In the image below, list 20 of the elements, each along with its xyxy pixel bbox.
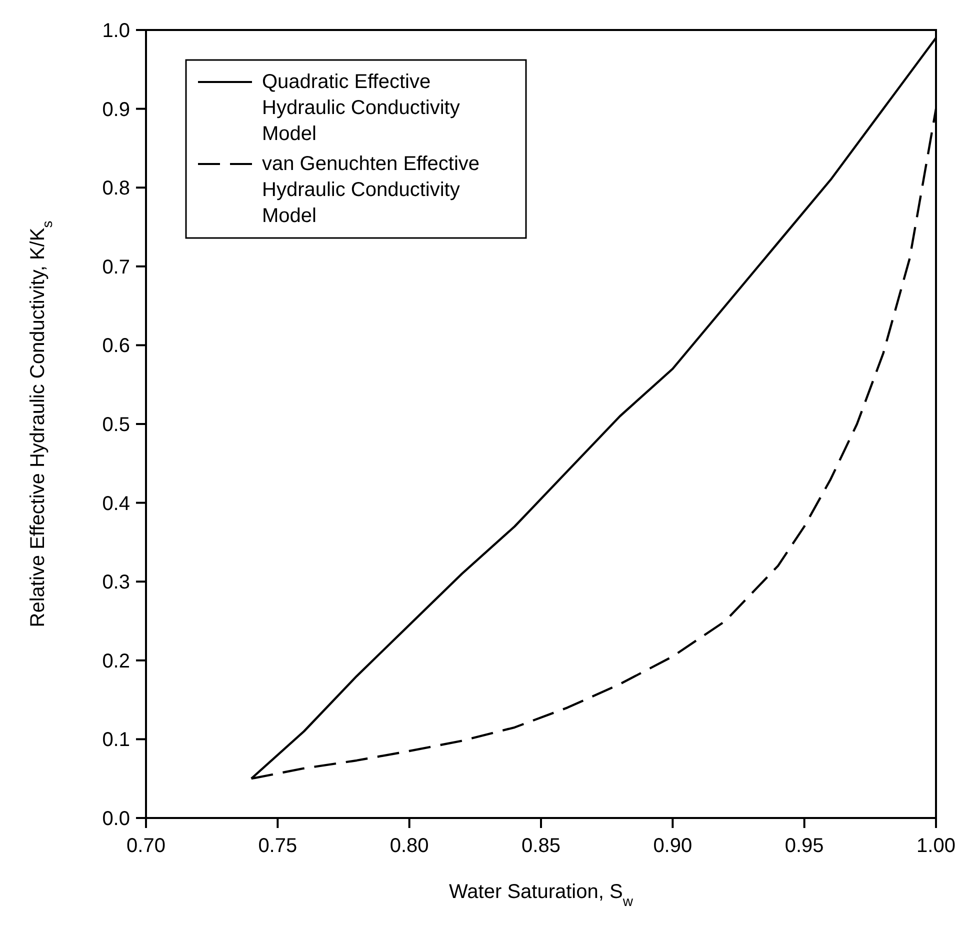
y-tick-label: 0.3 bbox=[102, 572, 130, 594]
y-tick-label: 0.9 bbox=[102, 98, 130, 121]
x-tick-label: 0.70 bbox=[126, 835, 166, 857]
y-tick-label: 0.5 bbox=[102, 414, 130, 436]
x-tick-label: 0.90 bbox=[653, 835, 692, 857]
legend-label: van Genuchten Effective Hydraulic Conductivity Model bbox=[262, 153, 480, 227]
x-tick-label: 0.85 bbox=[522, 835, 560, 857]
x-tick-label: 0.75 bbox=[258, 835, 298, 857]
y-tick-label: 0.6 bbox=[102, 335, 130, 358]
x-tick-label: 0.80 bbox=[390, 835, 429, 857]
y-tick-label: 1.0 bbox=[102, 20, 130, 42]
x-axis-title: Water Saturation, S$_{w}$ bbox=[449, 881, 634, 909]
y-tick-label: 0.8 bbox=[102, 178, 130, 200]
x-tick-label: 0.95 bbox=[784, 835, 824, 857]
y-tick-label: 0.2 bbox=[102, 650, 130, 672]
y-tick-label: 0.7 bbox=[102, 256, 130, 278]
y-tick-label: 0.4 bbox=[102, 492, 130, 515]
x-tick-label: 1.00 bbox=[916, 835, 956, 857]
y-tick-label: 0.1 bbox=[102, 729, 130, 752]
y-tick-label: 0.0 bbox=[102, 808, 130, 830]
